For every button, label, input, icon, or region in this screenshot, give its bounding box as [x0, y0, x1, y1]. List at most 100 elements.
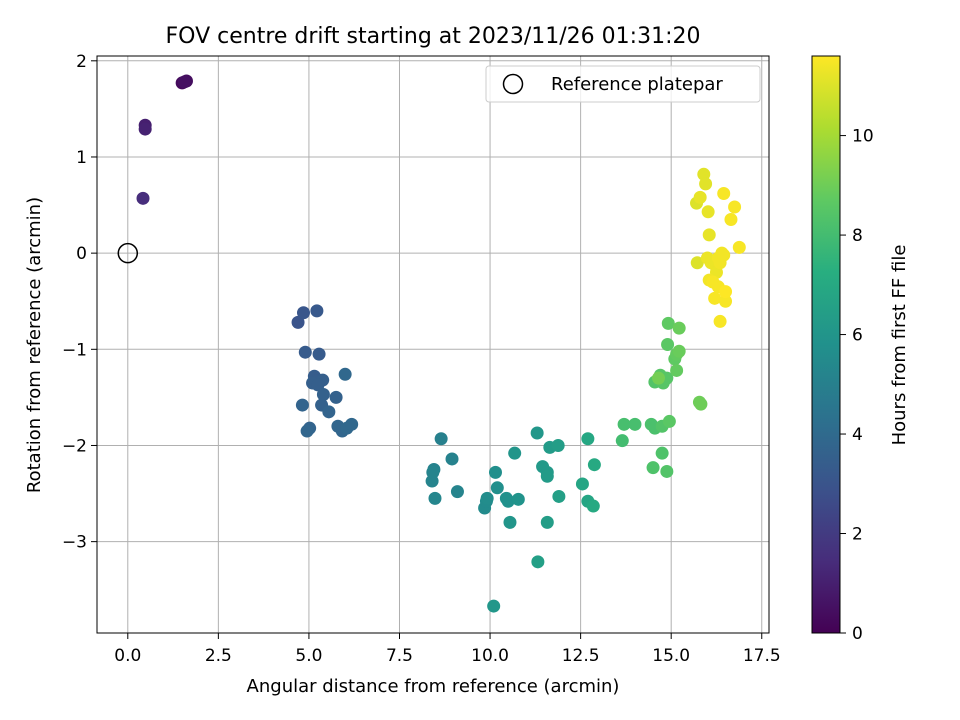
data-point [719, 285, 733, 299]
data-point [445, 452, 459, 466]
data-point [177, 75, 191, 89]
x-axis-label: Angular distance from reference (arcmin) [247, 676, 620, 697]
data-point [693, 190, 707, 204]
y-axis-label: Rotation from reference (arcmin) [24, 197, 45, 493]
data-point [724, 212, 738, 226]
x-axis-ticks: 0.0 2.5 5.0 7.5 10.0 12.5 15.0 17.5 [114, 633, 781, 666]
legend-reference-marker [502, 73, 524, 95]
colorbar-tick-label: 4 [852, 425, 863, 445]
chart-title: FOV centre drift starting at 2023/11/26 … [166, 24, 701, 49]
data-point [138, 122, 152, 136]
legend-box [485, 65, 761, 103]
data-point [699, 177, 713, 191]
y-tick-label: −3 [62, 533, 87, 553]
data-point [660, 464, 674, 478]
data-point [531, 555, 545, 569]
colorbar-tick-label: 0 [852, 624, 863, 644]
data-point [702, 228, 716, 242]
x-tick-label: 17.5 [743, 646, 781, 666]
data-point [501, 494, 515, 508]
data-point [540, 515, 554, 529]
data-point [713, 314, 727, 328]
data-point [581, 432, 595, 446]
data-point [670, 363, 684, 377]
data-point [672, 321, 686, 335]
reference-point [117, 242, 139, 264]
data-point [291, 315, 305, 329]
colorbar-tick-label: 10 [852, 127, 874, 147]
y-tick-label: 0 [76, 244, 87, 264]
data-point [316, 388, 330, 402]
data-point [697, 167, 711, 181]
x-tick-label: 7.5 [386, 646, 413, 666]
data-point [575, 477, 589, 491]
data-point [508, 446, 522, 460]
x-tick-label: 10.0 [471, 646, 509, 666]
x-tick-label: 15.0 [652, 646, 690, 666]
data-point [428, 491, 442, 505]
grid-lines [97, 56, 769, 633]
legend-entry-reference-platepar: Reference platepar [551, 74, 723, 95]
plot-frame [96, 55, 770, 634]
data-point [338, 367, 352, 381]
data-point [655, 446, 669, 460]
data-point [701, 205, 715, 219]
reference-marker [117, 242, 139, 264]
data-point [296, 306, 310, 320]
y-tick-label: 1 [76, 148, 87, 168]
colorbar-tick-label: 6 [852, 326, 863, 346]
data-point [552, 489, 566, 503]
data-point [628, 417, 642, 431]
data-point [672, 344, 686, 358]
data-point [662, 414, 676, 428]
data-point [503, 515, 517, 529]
data-point [708, 291, 722, 305]
data-point [717, 248, 731, 262]
x-tick-label: 0.0 [114, 646, 141, 666]
data-point [540, 469, 554, 483]
data-point [717, 187, 731, 201]
colorbar: 0 2 4 6 8 10 Hours from first FF file [811, 55, 910, 644]
data-point [480, 491, 494, 505]
colorbar-label: Hours from first FF file [889, 245, 910, 446]
data-point [646, 461, 660, 475]
data-point [530, 426, 544, 440]
data-point [295, 398, 309, 412]
data-point [551, 438, 565, 452]
data-point [690, 256, 704, 270]
data-point [487, 599, 501, 613]
data-point [694, 397, 708, 411]
data-point [615, 434, 629, 448]
data-point [617, 417, 631, 431]
colorbar-gradient [811, 55, 841, 634]
data-point [732, 240, 746, 254]
y-tick-label: −2 [62, 436, 87, 456]
data-point [728, 200, 742, 214]
data-point [329, 390, 343, 404]
x-tick-label: 2.5 [205, 646, 232, 666]
data-point [300, 424, 314, 438]
data-point [661, 316, 675, 330]
data-points [136, 74, 746, 613]
data-point [310, 304, 324, 318]
y-axis-ticks: 2 1 0 −1 −2 −3 [62, 52, 97, 553]
data-point [586, 499, 600, 513]
data-point [345, 417, 359, 431]
data-point [312, 347, 326, 361]
data-point [587, 458, 601, 472]
data-point [652, 371, 666, 385]
data-point [450, 485, 464, 499]
legend: Reference platepar [485, 65, 761, 103]
data-point [298, 345, 312, 359]
y-tick-label: −1 [62, 340, 87, 360]
colorbar-tick-label: 8 [852, 226, 863, 246]
data-point [136, 191, 150, 205]
data-point [434, 432, 448, 446]
data-point [425, 474, 439, 488]
colorbar-tick-label: 2 [852, 525, 863, 545]
x-tick-label: 12.5 [562, 646, 600, 666]
data-point [719, 294, 733, 308]
data-point [511, 492, 525, 506]
colorbar-ticks: 0 2 4 6 8 10 [840, 127, 874, 644]
